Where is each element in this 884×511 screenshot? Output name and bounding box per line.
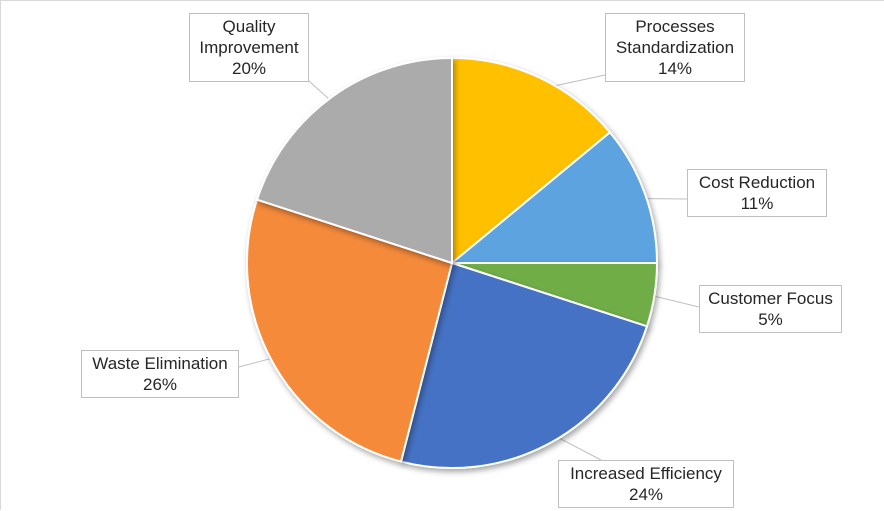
pie-slice-waste-elimination (246, 198, 454, 463)
data-label-cost-reduction: Cost Reduction 11% (687, 169, 827, 217)
pie-slices (246, 56, 659, 469)
data-label-processes-standardization: Processes Standardization 14% (605, 13, 745, 82)
data-label-waste-elimination: Waste Elimination 26% (81, 350, 239, 398)
pie-slice-quality-improvement (255, 56, 453, 265)
pie-slice-increased-efficiency (399, 261, 649, 469)
data-label-increased-efficiency: Increased Efficiency 24% (558, 460, 734, 508)
pie-slice-processes-standardization (451, 56, 612, 266)
data-label-quality-improvement: Quality Improvement 20% (189, 13, 309, 82)
data-label-customer-focus: Customer Focus 5% (699, 285, 842, 333)
pie-slice-cost-reduction (449, 130, 659, 264)
